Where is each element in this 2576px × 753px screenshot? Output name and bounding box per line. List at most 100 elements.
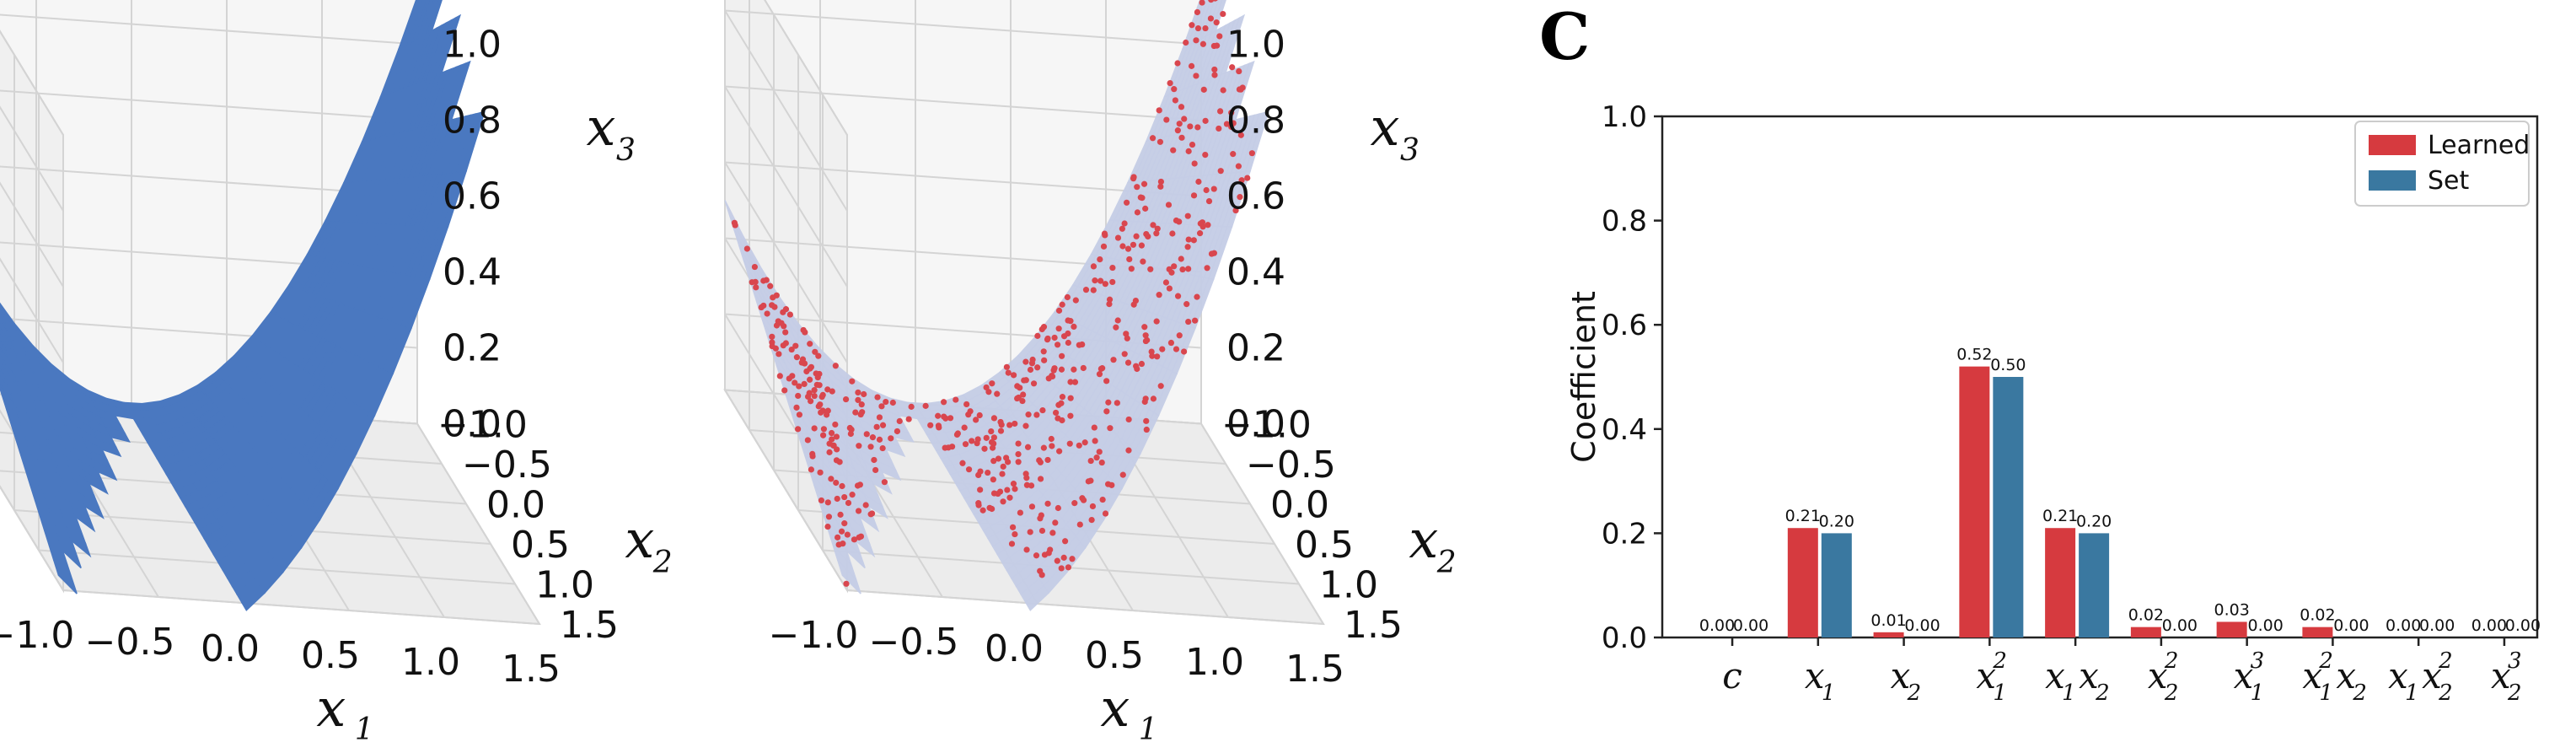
sample-point bbox=[922, 402, 929, 409]
sample-point bbox=[1076, 442, 1082, 449]
x2-axis-label: x bbox=[625, 508, 654, 570]
sample-point bbox=[1099, 496, 1106, 503]
sample-point bbox=[808, 466, 814, 473]
category-superscript: 2 bbox=[1992, 648, 2007, 674]
sample-point bbox=[804, 437, 811, 444]
sample-point bbox=[1132, 297, 1140, 304]
sample-point bbox=[997, 418, 1004, 426]
sample-point bbox=[1142, 337, 1149, 345]
sample-point bbox=[1080, 497, 1087, 503]
x2-tick-label: 1.0 bbox=[535, 564, 594, 607]
sample-point bbox=[1217, 168, 1224, 175]
category-subscript: 2 bbox=[2438, 680, 2453, 706]
sample-point bbox=[829, 436, 835, 443]
sample-point bbox=[988, 438, 996, 446]
sample-point bbox=[1049, 530, 1056, 536]
sample-point bbox=[1121, 351, 1128, 358]
grid-line bbox=[764, 0, 848, 136]
sample-point bbox=[997, 428, 1005, 434]
sample-point bbox=[1223, 121, 1231, 127]
sample-point bbox=[1028, 482, 1035, 489]
sample-point bbox=[1045, 375, 1052, 382]
sample-point bbox=[1037, 476, 1044, 482]
sample-point bbox=[1103, 408, 1110, 415]
sample-point bbox=[1124, 359, 1132, 366]
sample-point bbox=[872, 466, 879, 474]
bar-value-label: 0.00 bbox=[2505, 616, 2541, 635]
sample-point bbox=[732, 222, 738, 229]
category-subscript: 2 bbox=[2164, 680, 2179, 706]
sample-point bbox=[1137, 194, 1144, 201]
sample-point bbox=[1185, 266, 1192, 272]
sample-point bbox=[1006, 422, 1013, 428]
surface-patch bbox=[78, 492, 105, 519]
sample-point bbox=[1205, 198, 1213, 205]
grid-line bbox=[724, 85, 848, 288]
sample-point bbox=[780, 309, 786, 315]
category-superscript: 2 bbox=[2438, 648, 2453, 674]
sample-point bbox=[1023, 546, 1030, 553]
sample-point bbox=[812, 348, 818, 355]
sample-point bbox=[999, 471, 1006, 477]
sample-point bbox=[871, 456, 877, 464]
sample-point bbox=[1138, 360, 1146, 368]
sample-point bbox=[1055, 325, 1062, 332]
sample-point bbox=[1178, 134, 1185, 141]
sample-point bbox=[1003, 454, 1010, 461]
category-text: x bbox=[2388, 655, 2408, 697]
sample-point bbox=[796, 411, 803, 418]
sample-point bbox=[1239, 84, 1246, 91]
sample-point bbox=[1006, 494, 1013, 501]
sample-point bbox=[801, 380, 808, 388]
sample-point bbox=[1210, 186, 1217, 192]
sample-point bbox=[1149, 352, 1156, 359]
sample-point bbox=[983, 384, 990, 391]
sample-point bbox=[1058, 565, 1065, 572]
category-text: c bbox=[1722, 655, 1742, 697]
surface-patch bbox=[837, 559, 861, 594]
sample-point bbox=[1051, 365, 1058, 372]
surface-patch bbox=[436, 13, 462, 76]
sample-point bbox=[798, 359, 805, 366]
sample-point bbox=[1194, 8, 1201, 16]
sample-point bbox=[1154, 353, 1161, 360]
sample-point bbox=[1216, 125, 1222, 132]
sample-point bbox=[995, 455, 1002, 462]
surface-patch bbox=[1210, 0, 1226, 35]
sample-point bbox=[1174, 293, 1182, 299]
surface-patch bbox=[411, 0, 432, 43]
sample-point bbox=[1091, 424, 1097, 431]
sample-point bbox=[867, 444, 874, 450]
x3-axis-label: x bbox=[587, 96, 616, 158]
sample-point bbox=[1236, 67, 1242, 75]
sample-point bbox=[1030, 380, 1038, 387]
bar-learned bbox=[1959, 366, 1990, 637]
sample-point bbox=[1248, 150, 1255, 157]
sample-point bbox=[1214, 42, 1221, 49]
legend-swatch-learned bbox=[2369, 135, 2416, 155]
sample-point bbox=[990, 415, 998, 422]
sample-point bbox=[1067, 379, 1074, 385]
sample-point bbox=[1034, 332, 1041, 339]
sample-point bbox=[1027, 529, 1033, 535]
sample-point bbox=[782, 340, 789, 347]
sample-point bbox=[1114, 234, 1122, 241]
x1-tick-label: 0.0 bbox=[201, 627, 260, 670]
sample-point bbox=[1237, 132, 1244, 138]
sample-point bbox=[807, 376, 813, 383]
sample-point bbox=[1235, 163, 1242, 169]
sample-point bbox=[1076, 521, 1083, 528]
sample-point bbox=[1174, 127, 1181, 134]
x2-tick-label: −0.5 bbox=[1246, 444, 1336, 487]
sample-point bbox=[841, 493, 848, 501]
x-category-label: c bbox=[1722, 655, 1742, 697]
sample-point bbox=[1203, 186, 1210, 194]
surface-patch bbox=[876, 460, 902, 481]
sample-point bbox=[1005, 369, 1012, 376]
sample-point bbox=[816, 370, 823, 378]
surface-patch bbox=[1195, 0, 1216, 43]
sample-point bbox=[804, 393, 812, 401]
sample-point bbox=[1092, 438, 1098, 444]
x-category-label: x1 3 bbox=[2234, 648, 2265, 706]
sample-point bbox=[849, 378, 856, 385]
